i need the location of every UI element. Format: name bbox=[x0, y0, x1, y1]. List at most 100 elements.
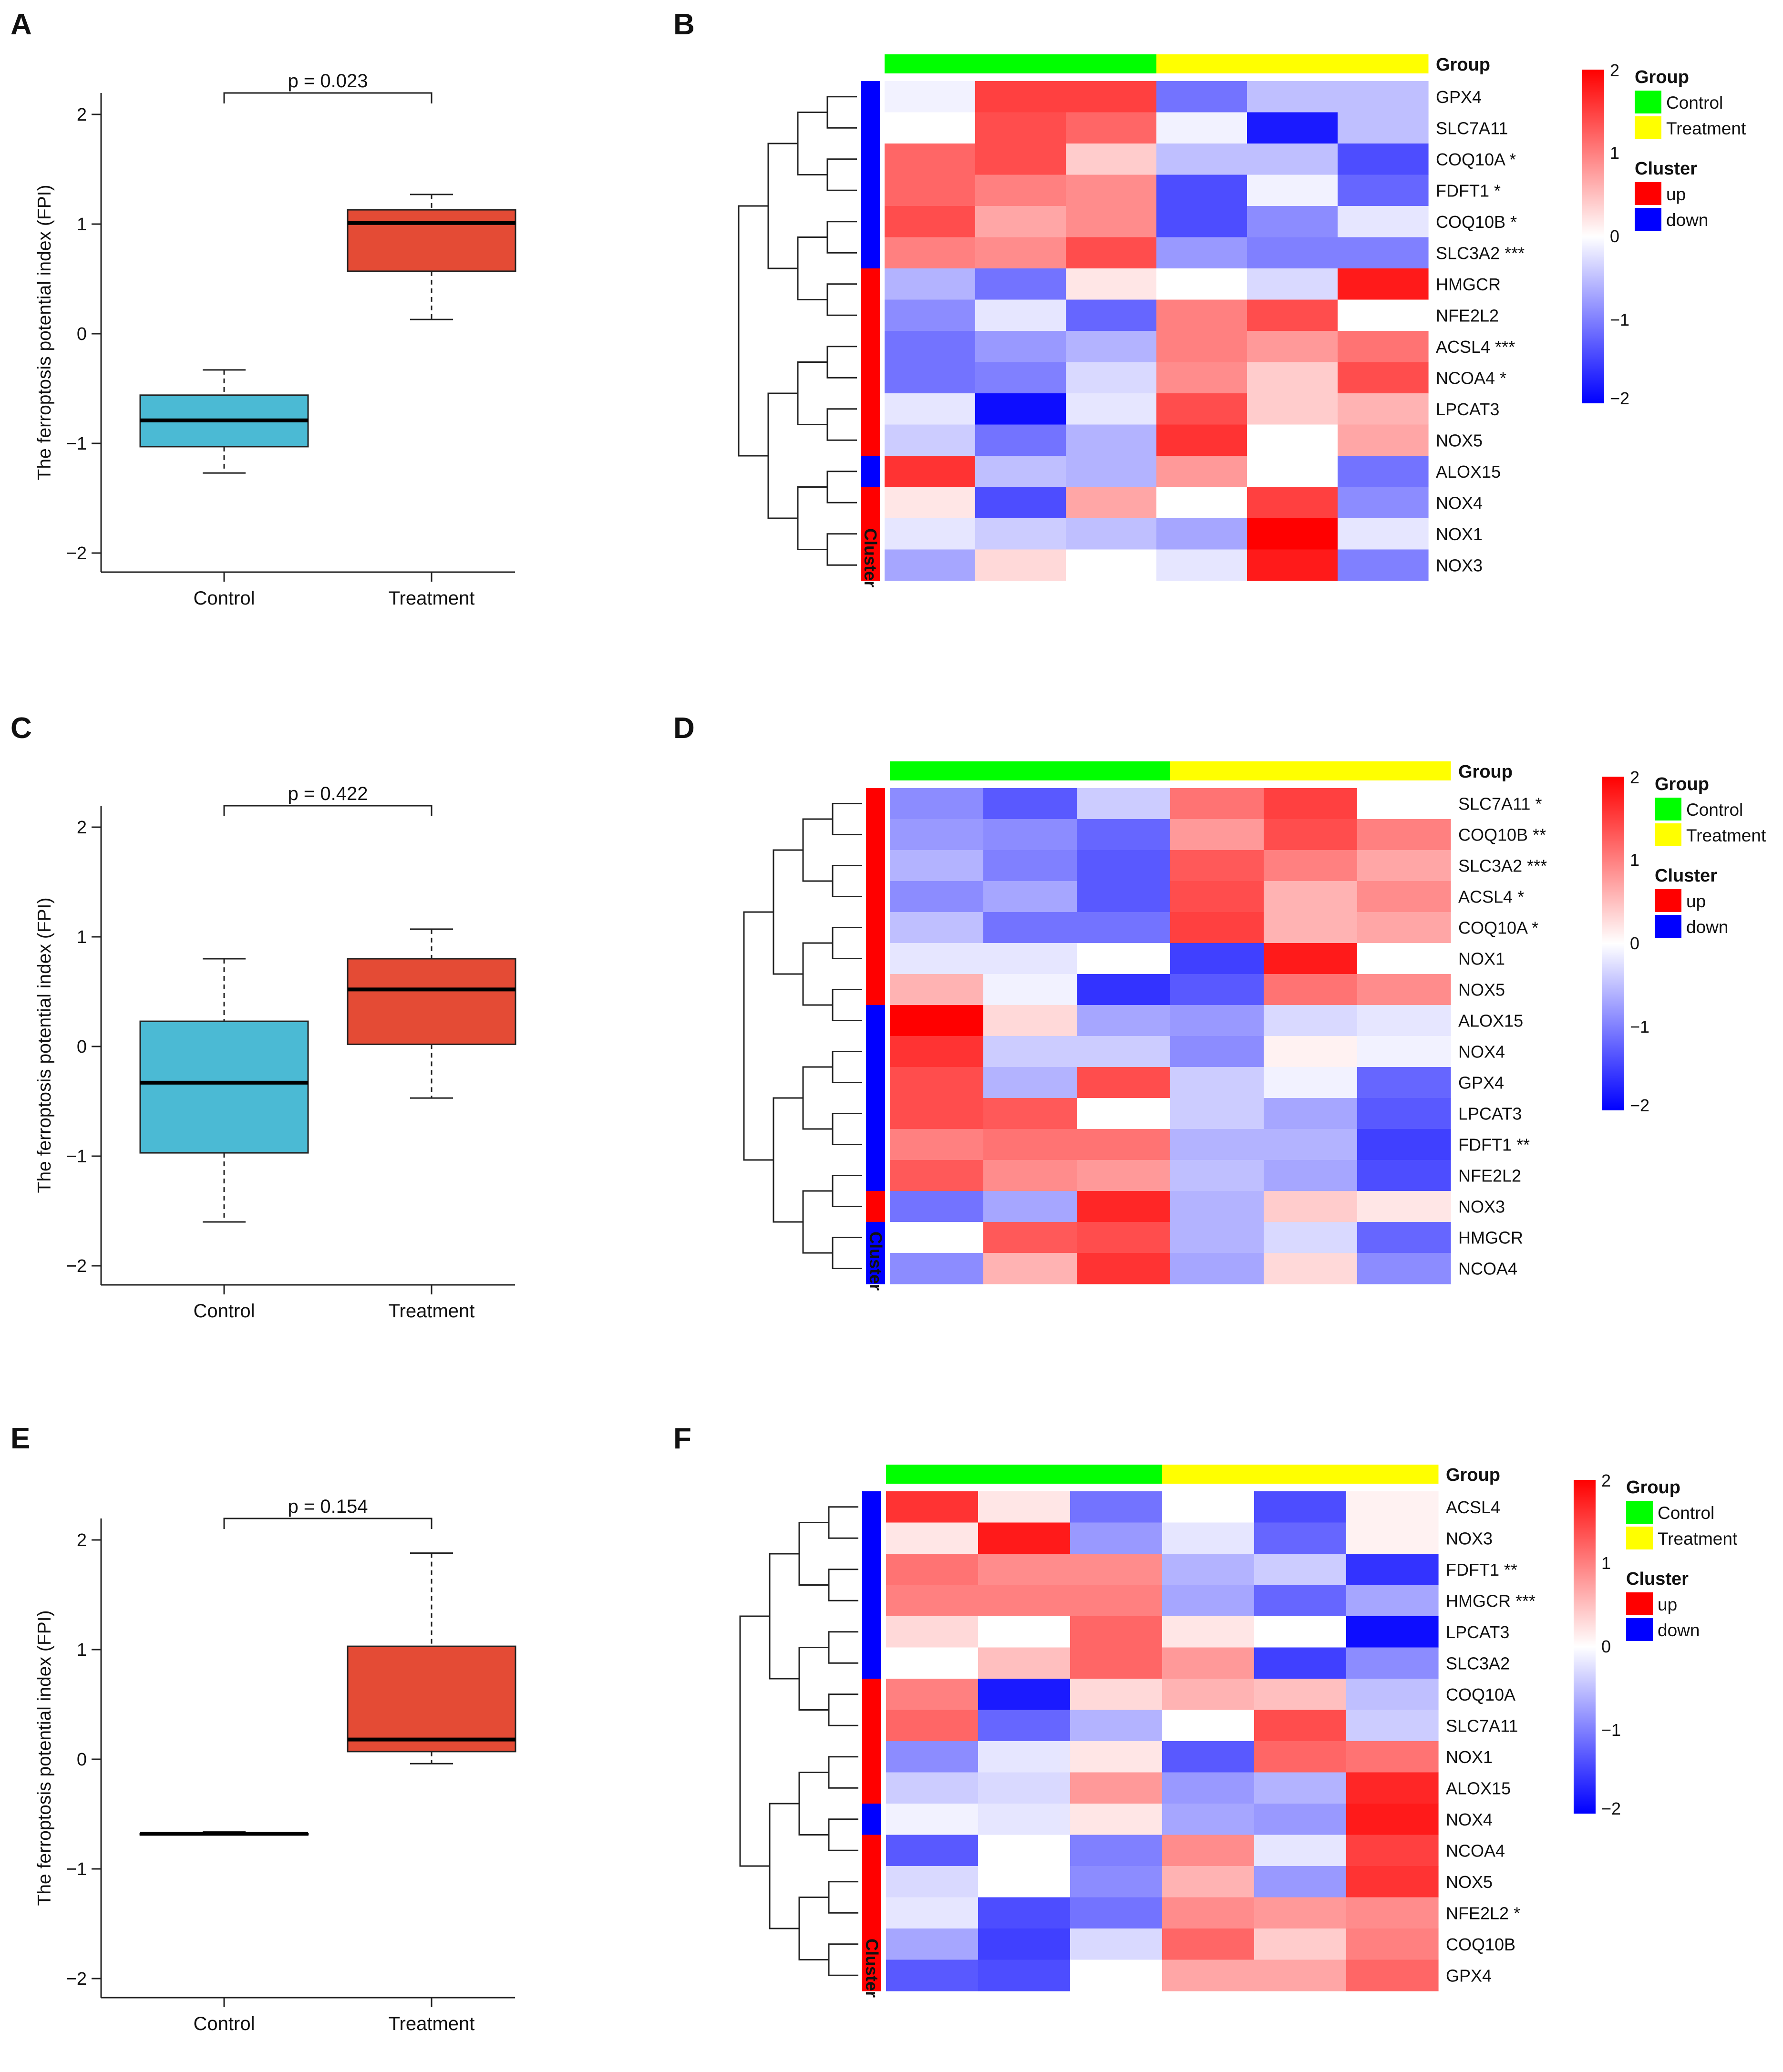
row-label-nox4: NOX4 bbox=[1436, 493, 1483, 513]
cluster-bar-cell-down bbox=[861, 174, 880, 206]
heatmap-cell bbox=[1254, 1647, 1347, 1679]
heatmap-cell bbox=[1264, 1005, 1358, 1036]
dendrogram-branch bbox=[828, 1693, 858, 1726]
heatmap-cell bbox=[1070, 1585, 1163, 1617]
row-label-alox15: ALOX15 bbox=[1458, 1011, 1523, 1031]
dendrogram-branch bbox=[798, 1522, 829, 1586]
heatmap-cell bbox=[890, 1005, 984, 1036]
p-value-label: p = 0.023 bbox=[288, 71, 368, 92]
heatmap-cell bbox=[975, 456, 1066, 488]
row-label-nfe2l2: NFE2L2 bbox=[1436, 306, 1499, 325]
heatmap-cell bbox=[885, 237, 976, 269]
heatmap-cell bbox=[1346, 1554, 1439, 1586]
heatmap-cell bbox=[978, 1491, 1071, 1523]
heatmap-cell bbox=[1357, 1098, 1451, 1129]
group-bar-label: Group bbox=[1436, 55, 1490, 75]
cluster-bar-cell-up bbox=[866, 850, 885, 882]
heatmap-cell bbox=[885, 549, 976, 581]
heatmap-cell bbox=[983, 1222, 1077, 1253]
heatmap-cell bbox=[1070, 1522, 1163, 1554]
heatmap-cell bbox=[1338, 424, 1429, 456]
heatmap-cell bbox=[1346, 1522, 1439, 1554]
heatmap-cell bbox=[886, 1554, 979, 1586]
heatmap-cell bbox=[1070, 1897, 1163, 1929]
dendrogram-branch bbox=[769, 1553, 799, 1680]
heatmap-cell bbox=[885, 424, 976, 456]
heatmap-cell bbox=[975, 237, 1066, 269]
dendrogram-branch bbox=[826, 471, 857, 503]
heatmap-cell bbox=[1254, 1679, 1347, 1711]
heatmap-cell bbox=[1066, 456, 1157, 488]
heatmap-cell bbox=[1264, 1191, 1358, 1222]
heatmap-cell bbox=[885, 362, 976, 394]
dendrogram-branch bbox=[797, 361, 827, 425]
heatmap-cell bbox=[890, 1253, 984, 1284]
heatmap-cell bbox=[1264, 1098, 1358, 1129]
legend-swatch-control bbox=[1626, 1501, 1653, 1524]
heatmap-cell bbox=[1070, 1866, 1163, 1898]
heatmap-cell bbox=[1170, 850, 1264, 882]
row-label-coq10b: COQ10B bbox=[1446, 1935, 1515, 1954]
heatmap-cell bbox=[1070, 1647, 1163, 1679]
heatmap-cell bbox=[1357, 912, 1451, 944]
colorbar-tick-label: 0 bbox=[1610, 226, 1619, 246]
heatmap-cell bbox=[1357, 943, 1451, 974]
cluster-bar-cell-up bbox=[862, 1928, 881, 1960]
group-bar-label: Group bbox=[1446, 1465, 1500, 1485]
heatmap-cell bbox=[886, 1835, 979, 1867]
row-label-ncoa4: NCOA4 bbox=[1458, 1259, 1517, 1279]
colorbar-tick-label: −1 bbox=[1601, 1720, 1621, 1740]
heatmap-cell bbox=[890, 881, 984, 913]
row-label-coq10a: COQ10A * bbox=[1436, 150, 1516, 169]
heatmap-cell bbox=[1066, 362, 1157, 394]
heatmap-cell bbox=[885, 518, 976, 550]
heatmap-cell bbox=[1247, 331, 1338, 363]
cluster-bar-cell-down bbox=[862, 1647, 881, 1679]
dendrogram-branch bbox=[802, 1190, 833, 1254]
dendrogram-branch bbox=[773, 849, 803, 975]
dendrogram-branch bbox=[828, 1506, 858, 1539]
x-tick-label-treatment: Treatment bbox=[389, 1301, 475, 1322]
dendrogram-branch bbox=[826, 283, 857, 316]
cluster-bar-cell-down bbox=[866, 1036, 885, 1067]
heatmap-cell bbox=[1346, 1647, 1439, 1679]
row-label-hmgcr: HMGCR bbox=[1436, 275, 1501, 294]
heatmap-cell bbox=[890, 912, 984, 944]
cluster-bar-cell-down bbox=[862, 1616, 881, 1648]
row-label-lpcat3: LPCAT3 bbox=[1458, 1104, 1522, 1124]
heatmap-cell bbox=[1254, 1710, 1347, 1742]
row-label-hmgcr: HMGCR bbox=[1458, 1228, 1523, 1248]
heatmap-cell bbox=[890, 1036, 984, 1067]
heatmap-cell bbox=[886, 1897, 979, 1929]
row-label-slc7a11: SLC7A11 bbox=[1446, 1716, 1518, 1735]
heatmap-cell bbox=[983, 850, 1077, 882]
heatmap-cell bbox=[1264, 788, 1358, 820]
heatmap-cell bbox=[1254, 1741, 1347, 1773]
row-label-hmgcr: HMGCR *** bbox=[1446, 1591, 1536, 1610]
dendrogram-branch bbox=[832, 989, 862, 1021]
legend-label-control: Control bbox=[1658, 1503, 1714, 1523]
heatmap-cell bbox=[1357, 974, 1451, 1005]
heatmap-cell bbox=[1077, 1036, 1171, 1067]
dendrogram-branch bbox=[802, 1066, 833, 1130]
heatmap-cell bbox=[1077, 1222, 1171, 1253]
heatmap-cell bbox=[1338, 112, 1429, 144]
heatmap-cell bbox=[1156, 81, 1247, 113]
heatmap-cell bbox=[886, 1491, 979, 1523]
heatmap-cell bbox=[1264, 1222, 1358, 1253]
heatmap-cell bbox=[1156, 362, 1247, 394]
heatmap-cell bbox=[1170, 788, 1264, 820]
colorbar-tick-label: −2 bbox=[1601, 1799, 1621, 1818]
heatmap-cell bbox=[1346, 1835, 1439, 1867]
heatmap-cell bbox=[885, 268, 976, 300]
heatmap-cell bbox=[1066, 393, 1157, 425]
cluster-bar-cell-up bbox=[866, 881, 885, 913]
heatmap-cell bbox=[1170, 1222, 1264, 1253]
heatmap-cell bbox=[1070, 1679, 1163, 1711]
dendrogram-branch bbox=[798, 1897, 829, 1960]
cluster-bar-cell-down bbox=[866, 1160, 885, 1191]
group-bar-cell-treatment bbox=[1156, 54, 1247, 73]
panel-label-c: C bbox=[10, 712, 32, 745]
heatmap-cell bbox=[886, 1804, 979, 1836]
heatmap-cell bbox=[1162, 1866, 1255, 1898]
